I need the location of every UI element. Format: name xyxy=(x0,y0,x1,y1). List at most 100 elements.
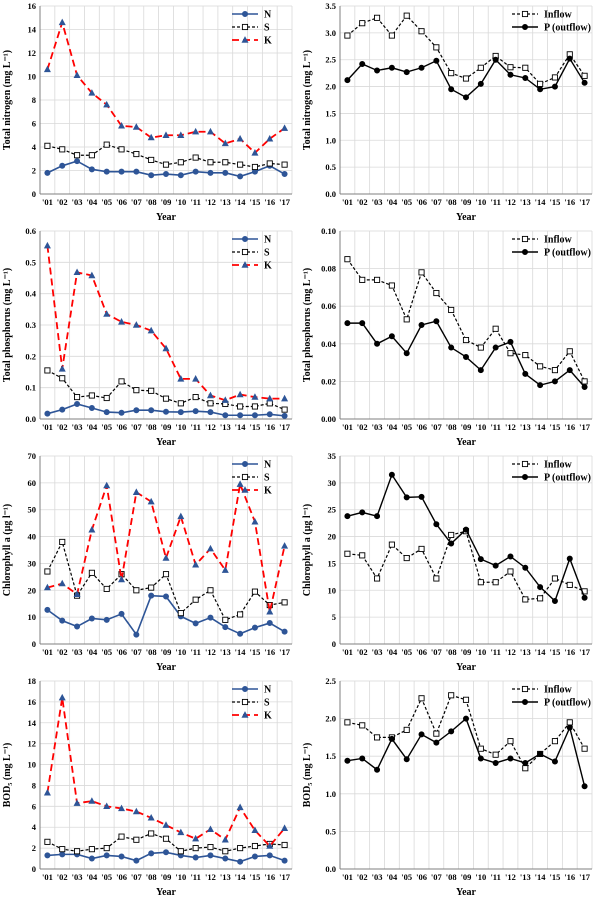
data-point xyxy=(388,32,395,39)
data-point xyxy=(88,797,96,804)
data-point xyxy=(148,387,155,394)
legend-marker xyxy=(521,473,528,480)
data-point xyxy=(477,80,484,87)
data-point xyxy=(462,715,469,722)
data-point xyxy=(359,20,366,27)
data-point xyxy=(418,322,425,329)
data-point xyxy=(221,396,229,403)
chart-svg: 0 5 10 15 20 25 30 35 '01 '02 '03'04'05 '06 '07'08 '0… xyxy=(302,451,593,673)
y-tick-label: 4 xyxy=(32,142,37,152)
data-point xyxy=(537,86,544,93)
x-axis-title: Year xyxy=(156,212,177,223)
data-point xyxy=(251,403,258,410)
x-tick-label: '12 xyxy=(505,422,516,432)
data-point xyxy=(492,56,499,63)
series-line xyxy=(347,717,586,787)
data-point xyxy=(73,590,81,598)
x-tick-label: '02 xyxy=(57,647,68,657)
data-point xyxy=(132,321,140,328)
data-point xyxy=(207,169,214,176)
x-tick-label: '07 xyxy=(431,422,443,432)
x-tick-label: '14 xyxy=(235,422,247,432)
y-tick-label: 0 xyxy=(32,639,36,649)
data-point xyxy=(74,623,81,630)
data-point xyxy=(581,72,588,79)
data-point xyxy=(433,730,440,737)
x-tick-label: '08 xyxy=(146,872,157,882)
x-tick-label: '08 xyxy=(146,197,157,207)
y-tick-label: 0.2 xyxy=(25,351,36,361)
data-point xyxy=(418,493,425,500)
data-point xyxy=(88,271,96,279)
data-point xyxy=(566,724,573,731)
y-axis-title: BOD₅ (mg L⁻¹) xyxy=(2,743,13,808)
legend-label: Inflow xyxy=(544,10,573,21)
data-point xyxy=(374,513,381,520)
x-tick-label: '09 xyxy=(461,197,472,207)
x-tick-label: '13 xyxy=(520,872,531,882)
data-point xyxy=(581,594,588,601)
data-point xyxy=(88,392,95,399)
y-tick-label: 14 xyxy=(28,718,37,728)
data-point xyxy=(162,849,169,856)
data-point xyxy=(59,846,66,853)
data-point xyxy=(103,802,111,810)
x-tick-label: '14 xyxy=(535,197,547,207)
data-point xyxy=(551,758,558,765)
gridlines xyxy=(39,230,293,420)
x-tick-label: '15 xyxy=(550,197,561,207)
data-point xyxy=(388,333,395,340)
data-point xyxy=(192,154,199,161)
x-tick-label: '06 xyxy=(116,872,127,882)
y-tick-label: 35 xyxy=(328,451,337,461)
x-tick-label: '07 xyxy=(131,647,143,657)
data-point xyxy=(148,850,155,857)
data-point xyxy=(74,848,81,855)
legend-label: K xyxy=(264,486,272,497)
data-point xyxy=(344,320,351,327)
x-tick-label: '06 xyxy=(116,197,127,207)
x-tick-label: '12 xyxy=(505,197,516,207)
data-point xyxy=(374,14,381,21)
data-point xyxy=(236,803,244,811)
legend: NSK xyxy=(232,685,272,722)
x-tick-label: '17 xyxy=(579,422,591,432)
x-tick-label: '08 xyxy=(146,647,157,657)
legend-label: P (outflow) xyxy=(544,698,591,709)
y-tick-label: 0 xyxy=(32,864,36,874)
y-tick-label: 50 xyxy=(28,505,37,515)
data-point xyxy=(177,400,184,407)
x-tick-label: '16 xyxy=(264,647,275,657)
x-tick-label: '06 xyxy=(416,197,427,207)
y-tick-label: 2.0 xyxy=(325,82,336,92)
data-point xyxy=(251,853,258,860)
data-point xyxy=(344,550,351,557)
data-point xyxy=(43,241,51,249)
x-axis-title: Year xyxy=(156,662,177,673)
data-point xyxy=(177,375,185,382)
data-point xyxy=(522,370,529,377)
data-point xyxy=(403,726,410,733)
data-point xyxy=(58,579,66,587)
y-axis-title: Chlorophyll a (µg l⁻¹) xyxy=(2,504,13,596)
y-tick-label: 0.04 xyxy=(321,339,337,349)
data-point xyxy=(266,394,274,402)
x-tick-label: '16 xyxy=(264,197,275,207)
data-point xyxy=(237,858,244,865)
data-point xyxy=(222,412,229,419)
data-point xyxy=(43,788,51,796)
chart-svg: 0 2 4 6 8 10 12 14 16 18 '01 '02 '03'04'05 '06 '07'08 '… xyxy=(2,676,293,898)
y-tick-label: 0 xyxy=(332,639,336,649)
data-point xyxy=(477,344,484,351)
y-tick-label: 30 xyxy=(328,478,337,488)
x-axis-title: Year xyxy=(456,887,477,898)
y-axis-title: Chlorophyll a (µg l⁻¹) xyxy=(302,504,313,596)
data-point xyxy=(192,596,199,603)
data-point xyxy=(537,80,544,87)
data-point xyxy=(118,146,125,153)
data-point xyxy=(207,400,214,407)
data-point xyxy=(221,139,229,147)
data-point xyxy=(462,353,469,360)
data-point xyxy=(133,150,140,158)
data-point xyxy=(43,583,51,591)
